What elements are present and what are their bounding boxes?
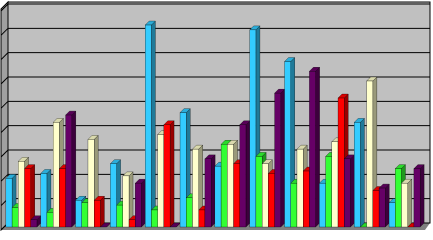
chart: [0, 0, 431, 231]
bar-side: [407, 178, 412, 228]
bar: [52, 122, 60, 228]
bar: [268, 173, 275, 228]
bar: [204, 158, 212, 228]
bar: [378, 187, 386, 228]
bar: [331, 141, 339, 228]
bar: [296, 148, 304, 228]
grid-line: [0, 3, 430, 12]
bar-side: [360, 118, 365, 228]
bar: [388, 202, 396, 228]
bar: [198, 209, 206, 228]
bar: [179, 112, 187, 228]
bar: [145, 24, 152, 228]
grid-line: [0, 27, 430, 36]
bar: [413, 168, 421, 228]
bar: [354, 122, 361, 228]
bar-side: [169, 120, 175, 228]
bar: [290, 183, 298, 228]
bar-side: [71, 110, 76, 228]
bar: [319, 183, 326, 228]
bar: [87, 139, 95, 228]
bar: [239, 124, 247, 228]
bar: [274, 93, 281, 228]
bar: [75, 200, 82, 228]
bar: [151, 209, 158, 228]
bar: [261, 163, 269, 228]
bar-side: [210, 154, 216, 228]
bar: [24, 168, 31, 228]
bar: [40, 173, 48, 228]
bar: [303, 170, 310, 228]
bar: [344, 158, 351, 228]
bar: [11, 207, 19, 228]
bar-side: [141, 178, 146, 228]
bar-side: [100, 195, 105, 228]
bar-side: [315, 66, 320, 228]
bar-side: [280, 88, 285, 228]
bar: [163, 124, 171, 228]
bar: [94, 200, 101, 228]
bar: [128, 219, 136, 228]
bar-side: [245, 120, 251, 228]
bar: [372, 190, 380, 228]
bar: [227, 144, 234, 228]
bar: [220, 144, 228, 228]
bar: [366, 80, 374, 228]
bar: [46, 212, 54, 228]
bar-side: [151, 20, 156, 228]
bar: [81, 202, 89, 228]
bar: [395, 168, 402, 228]
bar: [5, 178, 13, 228]
bar: [65, 114, 72, 228]
bar: [110, 163, 117, 228]
bar: [116, 204, 123, 228]
bar: [186, 197, 193, 228]
bar: [214, 166, 222, 228]
bar: [192, 148, 199, 228]
bar: [122, 175, 130, 228]
bar: [325, 156, 332, 228]
bar: [59, 168, 66, 228]
grid-line: [0, 52, 430, 61]
bar-side: [350, 154, 355, 228]
bar-side: [385, 183, 390, 228]
bar: [157, 134, 165, 228]
bar: [401, 183, 408, 228]
bar: [284, 61, 291, 228]
bar: [249, 29, 257, 228]
bar: [135, 183, 142, 228]
bar-side: [419, 164, 425, 228]
bar: [18, 161, 25, 228]
bar: [30, 219, 38, 228]
bar: [309, 71, 316, 228]
bar: [233, 163, 240, 228]
bar: [255, 156, 263, 228]
bar: [337, 97, 345, 228]
